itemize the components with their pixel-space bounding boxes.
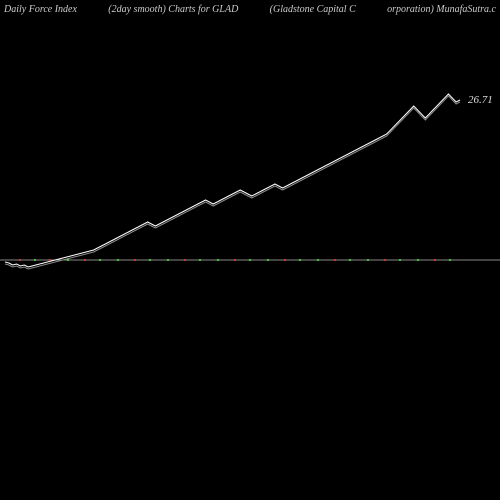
indicator-dot [249, 259, 251, 261]
price-line-shadow [5, 96, 460, 269]
indicator-dot [449, 259, 451, 261]
indicator-dot [434, 259, 436, 261]
price-line-main [5, 94, 460, 267]
indicator-dot [234, 259, 236, 261]
indicator-dot [49, 259, 51, 261]
indicator-dot [217, 259, 219, 261]
indicator-dot [334, 259, 336, 261]
indicator-dot [67, 259, 69, 261]
indicator-dot [284, 259, 286, 261]
price-chart [0, 0, 500, 500]
indicator-dot [34, 259, 36, 261]
indicator-dot [199, 259, 201, 261]
indicator-dot [117, 259, 119, 261]
indicator-dot [134, 259, 136, 261]
indicator-dot [417, 259, 419, 261]
indicator-dot [149, 259, 151, 261]
indicator-dot [384, 259, 386, 261]
indicator-dot [84, 259, 86, 261]
indicator-dot [167, 259, 169, 261]
indicator-dot [267, 259, 269, 261]
indicator-dot [317, 259, 319, 261]
indicator-dot [99, 259, 101, 261]
indicator-dot [367, 259, 369, 261]
indicator-dot [399, 259, 401, 261]
end-value-label: 26.71 [468, 94, 493, 106]
indicator-dot [19, 259, 21, 261]
indicator-dot [299, 259, 301, 261]
indicator-dot [349, 259, 351, 261]
indicator-dot [184, 259, 186, 261]
